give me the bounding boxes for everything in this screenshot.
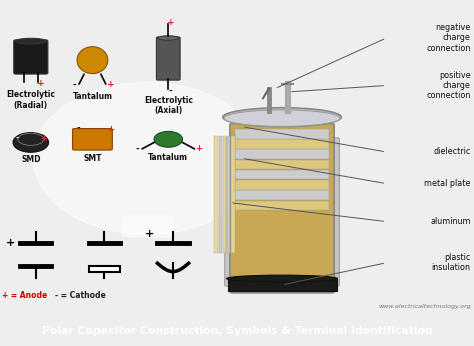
Text: -: -	[73, 81, 76, 90]
Text: aluminum: aluminum	[430, 217, 471, 226]
Text: - = Cathode: - = Cathode	[55, 291, 105, 300]
Bar	[231, 136, 235, 253]
Text: positive
charge
connection: positive charge connection	[426, 71, 471, 100]
Bar	[89, 266, 120, 272]
Text: +: +	[6, 238, 15, 248]
Bar	[223, 136, 226, 253]
Text: www.electricaltechnology.org: www.electricaltechnology.org	[379, 304, 472, 309]
Text: Electrolytic
(Radial): Electrolytic (Radial)	[6, 90, 55, 110]
Text: +: +	[41, 134, 47, 143]
Bar	[219, 136, 222, 253]
Text: SMT: SMT	[83, 154, 102, 163]
Bar	[214, 136, 218, 253]
Ellipse shape	[13, 133, 48, 152]
Text: metal plate: metal plate	[424, 179, 471, 188]
Bar	[235, 170, 329, 180]
Ellipse shape	[154, 131, 182, 147]
Text: -: -	[76, 124, 80, 133]
Bar	[235, 190, 329, 200]
Ellipse shape	[158, 36, 179, 40]
Text: negative
charge
connection: negative charge connection	[426, 23, 471, 53]
Ellipse shape	[77, 47, 108, 74]
Text: plastic
insulation: plastic insulation	[432, 253, 471, 272]
Bar	[235, 201, 329, 210]
Text: +: +	[107, 80, 114, 89]
Text: Tantalum: Tantalum	[148, 153, 188, 162]
FancyBboxPatch shape	[73, 128, 112, 150]
Text: dielectric: dielectric	[433, 147, 471, 156]
Ellipse shape	[227, 275, 337, 282]
Bar	[235, 180, 329, 190]
Text: + = Anode: + = Anode	[2, 291, 47, 300]
FancyBboxPatch shape	[121, 215, 173, 237]
Bar	[235, 129, 329, 138]
Text: +: +	[196, 144, 202, 153]
Text: +: +	[107, 125, 114, 134]
Text: Polar Capacitor Construction, Symbols & Terminal Identification: Polar Capacitor Construction, Symbols & …	[42, 326, 432, 336]
Ellipse shape	[224, 110, 340, 126]
FancyBboxPatch shape	[230, 124, 334, 293]
Ellipse shape	[16, 38, 46, 44]
FancyBboxPatch shape	[225, 138, 339, 286]
Text: Tantalum: Tantalum	[73, 92, 112, 101]
Text: +: +	[145, 229, 154, 239]
Text: -: -	[136, 145, 139, 154]
Bar	[235, 139, 329, 149]
FancyBboxPatch shape	[156, 37, 180, 80]
Text: -: -	[169, 87, 173, 96]
Bar	[235, 160, 329, 169]
Circle shape	[33, 82, 261, 234]
Text: -: -	[18, 79, 22, 88]
Bar	[227, 136, 230, 253]
Text: +: +	[37, 79, 45, 88]
FancyBboxPatch shape	[14, 40, 48, 74]
Text: Electrolytic
(Axial): Electrolytic (Axial)	[144, 95, 193, 115]
Text: +: +	[167, 18, 174, 27]
Text: -: -	[16, 134, 19, 143]
Text: SMD: SMD	[21, 155, 41, 164]
Bar	[235, 149, 329, 159]
Bar	[228, 279, 337, 291]
Ellipse shape	[223, 108, 341, 127]
